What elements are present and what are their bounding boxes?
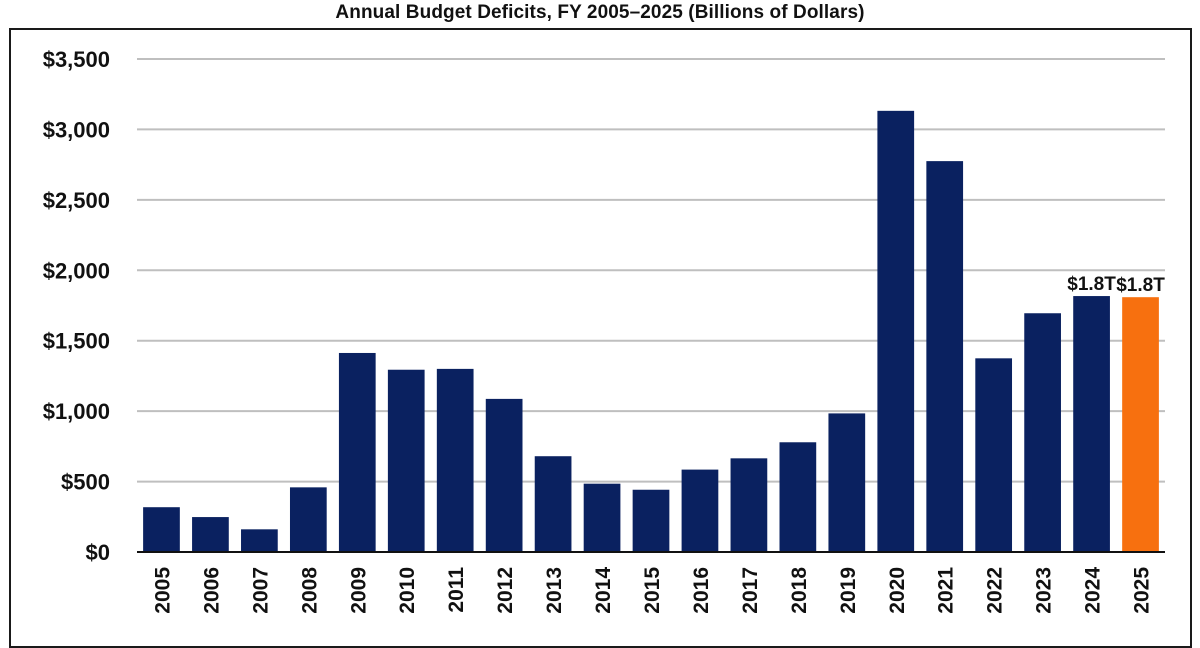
x-axis-labels: 2005 2006 2007 2008 2009 2010 2011 2012 2013 2014… (151, 567, 1153, 614)
x-tick-label: 2012 (494, 567, 517, 614)
gridlines (137, 58, 1165, 483)
x-tick-label: 2021 (935, 567, 958, 614)
bar-chart: $0 $500 $1,000 $1,500 $2,000 $2,500 $3,000 $3,5… (43, 47, 1166, 614)
y-tick-label: $1,500 (43, 329, 110, 354)
y-tick-label: $0 (86, 540, 110, 565)
x-tick-label: 2008 (298, 567, 321, 614)
x-tick-label: 2019 (837, 567, 860, 614)
y-tick-label: $2,000 (43, 258, 110, 283)
bar-2019 (828, 413, 866, 552)
x-tick-label: 2022 (984, 567, 1007, 614)
x-tick-label: 2007 (249, 567, 272, 614)
x-tick-label: 2006 (200, 567, 223, 614)
bar-2023 (1024, 313, 1061, 552)
y-tick-label: $3,000 (43, 117, 110, 142)
bar-2013 (534, 456, 572, 552)
x-tick-label: 2016 (690, 567, 713, 614)
x-tick-label: 2011 (445, 567, 468, 613)
bar-2012 (485, 398, 523, 552)
bar-2010 (387, 369, 425, 552)
x-tick-label: 2018 (788, 567, 811, 614)
bar-2018 (779, 442, 817, 552)
x-tick-label: 2020 (886, 567, 909, 614)
x-tick-label: 2010 (396, 567, 419, 614)
y-tick-label: $500 (61, 470, 110, 495)
bar-2017 (730, 458, 768, 552)
x-tick-label: 2013 (543, 567, 566, 614)
bars (143, 110, 1159, 553)
bar-2009 (338, 352, 376, 552)
bar-2008 (289, 487, 327, 552)
data-labels: $1.8T $1.8T (1067, 274, 1165, 296)
y-axis-labels: $0 $500 $1,000 $1,500 $2,000 $2,500 $3,000 $3,5… (43, 47, 110, 565)
x-tick-label: 2025 (1131, 567, 1154, 614)
bar-2022 (975, 358, 1013, 552)
bar-2021 (926, 161, 964, 552)
bar-2007 (241, 529, 278, 552)
x-tick-label: 2014 (592, 567, 615, 614)
bar-2024 (1073, 296, 1110, 552)
y-tick-label: $3,500 (43, 47, 110, 72)
x-tick-label: 2023 (1033, 567, 1056, 614)
x-tick-label: 2017 (739, 567, 762, 614)
bar-2016 (681, 469, 719, 552)
x-tick-label: 2024 (1082, 567, 1105, 614)
bar-2014 (583, 483, 621, 552)
bar-2006 (192, 517, 229, 552)
x-tick-label: 2005 (151, 567, 174, 614)
y-tick-label: $2,500 (43, 188, 110, 213)
bar-2011 (436, 368, 474, 552)
x-tick-label: 2015 (641, 567, 664, 614)
data-label-2025: $1.8T (1116, 275, 1165, 296)
bar-2020 (877, 110, 915, 553)
bar-2025 (1122, 297, 1159, 552)
chart-title: Annual Budget Deficits, FY 2005–2025 (Bi… (335, 2, 865, 23)
data-label-2024: $1.8T (1067, 274, 1116, 295)
y-tick-label: $1,000 (43, 399, 110, 424)
bar-2015 (632, 489, 670, 552)
bar-2005 (143, 507, 180, 552)
x-tick-label: 2009 (347, 567, 370, 614)
